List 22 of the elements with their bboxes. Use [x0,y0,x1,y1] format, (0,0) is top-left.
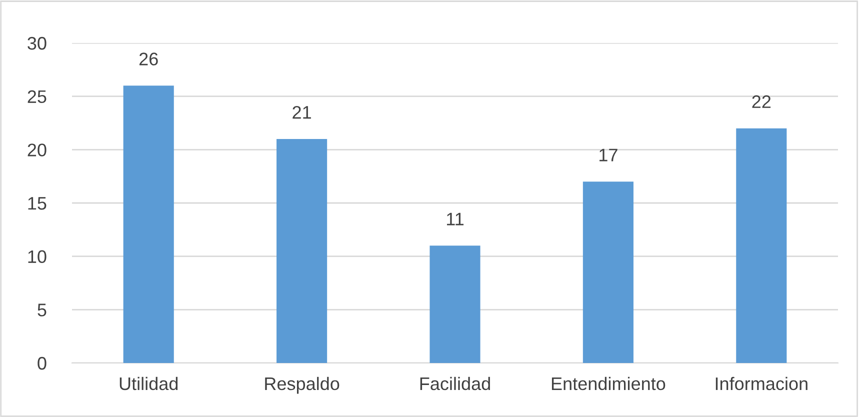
data-label: 11 [447,212,464,226]
bar [123,86,174,363]
y-tick-label: 0 [38,356,46,370]
data-label: 21 [292,106,311,119]
x-tick-label: Entendimiento [552,376,666,390]
data-label: 22 [752,95,771,108]
y-tick-label: 25 [28,90,46,104]
y-tick-label: 30 [28,36,46,50]
y-tick-label: 20 [28,144,46,156]
data-label: 17 [600,148,618,162]
x-tick-label: Respaldo [265,376,340,394]
data-label: 26 [139,52,158,66]
bar [430,246,480,363]
x-tick-label: Facilidad [420,376,490,390]
x-tick-label: Utilidad [120,376,178,390]
bar [736,128,787,363]
y-tick-label: 10 [28,250,46,264]
bar [276,139,328,363]
x-tick-label: Informacion [716,376,808,390]
bar [582,182,634,363]
y-tick-label: 15 [28,197,46,210]
y-tick-label: 5 [38,304,46,316]
